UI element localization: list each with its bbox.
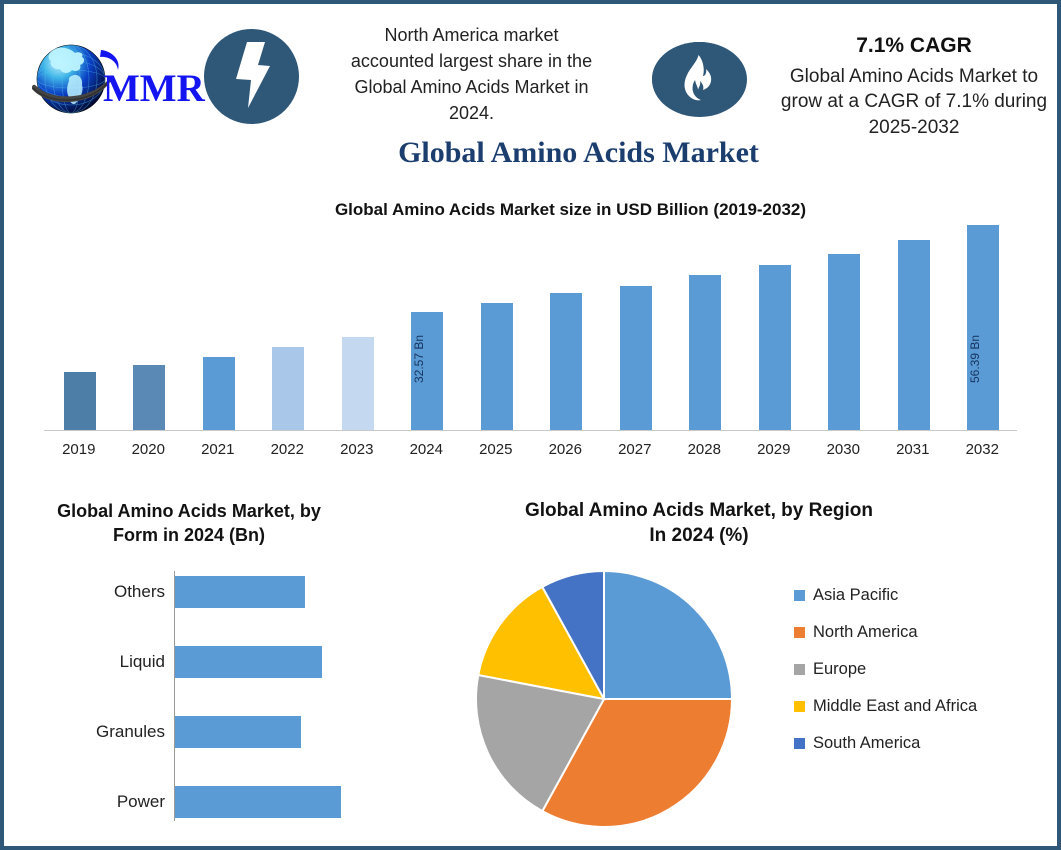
svg-text:MMR: MMR bbox=[103, 67, 206, 110]
